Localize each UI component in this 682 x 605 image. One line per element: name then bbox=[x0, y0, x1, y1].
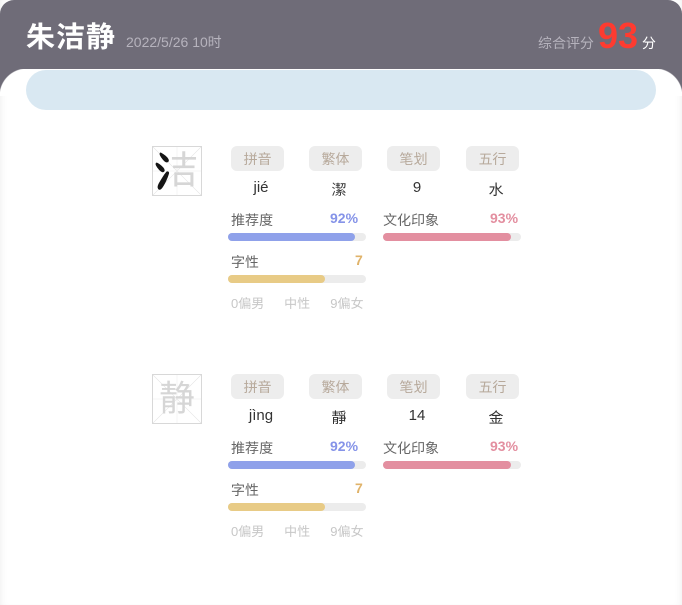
svg-text:静: 静 bbox=[159, 375, 195, 422]
